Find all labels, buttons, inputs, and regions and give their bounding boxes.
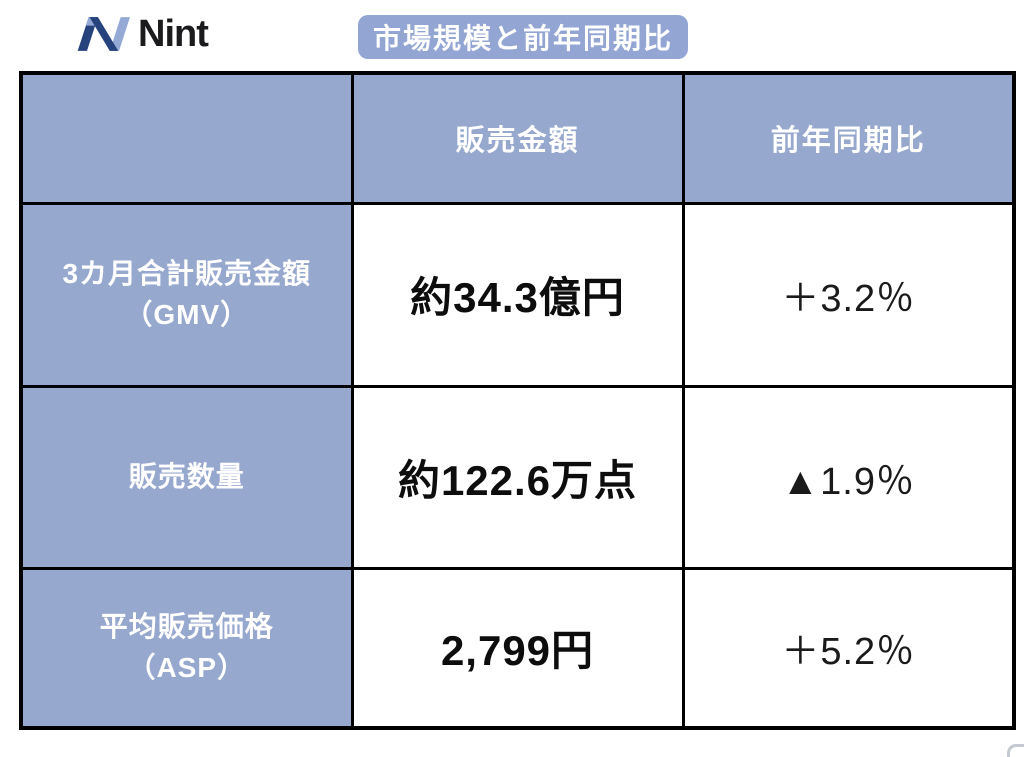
col-header-yoy: 前年同期比 — [681, 71, 1016, 205]
table-row-gmv: 3カ月合計販売金額 （GMV） 約34.3億円 ＋3.2％ — [19, 201, 1016, 388]
col-header-sales-amount: 販売金額 — [350, 71, 685, 205]
nint-logo: Nint — [76, 10, 209, 58]
gmv-value: 約34.3億円 — [350, 201, 685, 388]
nint-logo-icon — [77, 17, 130, 51]
asp-yoy: ＋5.2％ — [681, 566, 1016, 730]
units-value: 約122.6万点 — [350, 384, 685, 570]
title-badge: 市場規模と前年同期比 — [358, 15, 688, 59]
row-label-asp-line1: 平均販売価格 — [99, 611, 274, 643]
gmv-yoy: ＋3.2％ — [681, 201, 1016, 388]
table-row-units: 販売数量 約122.6万点 ▲1.9％ — [19, 384, 1016, 570]
market-table-wrap: 販売金額 前年同期比 3カ月合計販売金額 （GMV） 約34.3億円 ＋3.2％… — [19, 71, 1016, 730]
row-label-asp: 平均販売価格 （ASP） — [19, 566, 354, 730]
nint-logo-text: Nint — [138, 13, 209, 55]
row-label-gmv: 3カ月合計販売金額 （GMV） — [19, 201, 354, 388]
row-label-gmv-line2: （GMV） — [124, 298, 250, 330]
table-header-row: 販売金額 前年同期比 — [19, 71, 1016, 205]
row-label-units: 販売数量 — [19, 384, 354, 570]
table-row-asp: 平均販売価格 （ASP） 2,799円 ＋5.2％ — [19, 566, 1016, 730]
cropped-corner-shape — [1007, 744, 1024, 757]
row-label-asp-line2: （ASP） — [127, 651, 247, 683]
units-yoy: ▲1.9％ — [681, 384, 1016, 570]
corner-cell — [19, 71, 354, 205]
asp-value: 2,799円 — [350, 566, 685, 730]
market-table: 販売金額 前年同期比 3カ月合計販売金額 （GMV） 約34.3億円 ＋3.2％… — [19, 71, 1016, 730]
row-label-gmv-line1: 3カ月合計販売金額 — [62, 257, 312, 289]
row-label-units-line1: 販売数量 — [128, 460, 245, 492]
